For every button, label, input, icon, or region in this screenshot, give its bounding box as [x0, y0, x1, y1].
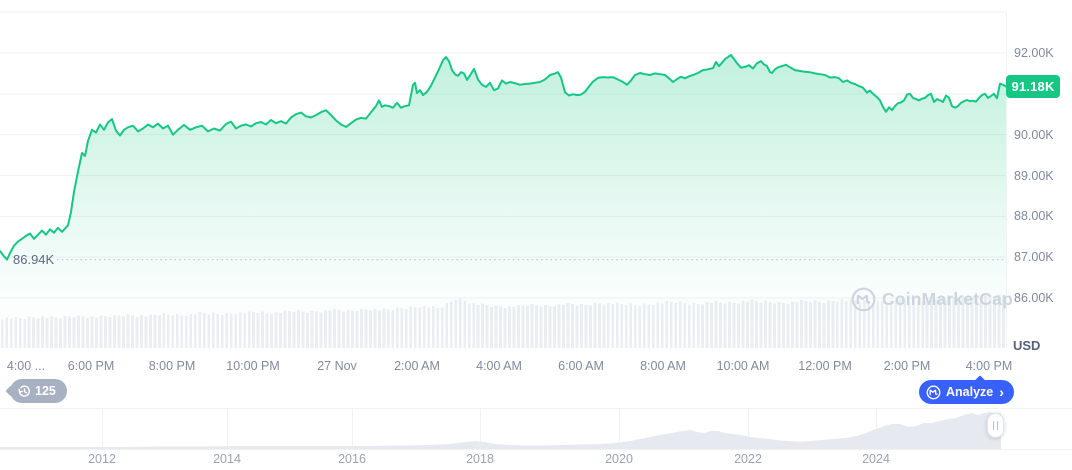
- timeline-panel[interactable]: [0, 408, 1072, 450]
- x-axis-label: 10:00 PM: [226, 359, 280, 373]
- x-axis-label: 4:00 PM: [965, 359, 1013, 373]
- current-price-badge: 91.18K: [1006, 75, 1060, 98]
- timeline-year-label: 2024: [862, 452, 890, 466]
- timeline-year-label: 2014: [213, 452, 241, 466]
- price-area-fill: [0, 55, 1006, 341]
- currency-unit-label: USD: [1013, 338, 1041, 353]
- y-axis-label: 90.00K: [1014, 127, 1054, 142]
- chevron-right-icon: ›: [999, 384, 1004, 400]
- history-clock-icon: [18, 385, 31, 398]
- analyze-label: Analyze: [946, 385, 994, 399]
- x-axis-label: 4:00 ...: [6, 359, 46, 373]
- x-axis-label: 6:00 AM: [558, 359, 604, 373]
- timeline-year-label: 2012: [88, 452, 116, 466]
- timeline-year-label: 2018: [466, 452, 494, 466]
- y-axis-label: 89.00K: [1014, 168, 1054, 183]
- history-badge[interactable]: 125: [10, 379, 67, 403]
- x-axis-label: 27 Nov: [317, 359, 357, 373]
- low-price-label: 86.94K: [13, 252, 55, 267]
- x-axis-label: 6:00 PM: [67, 359, 115, 373]
- x-axis-label: 2:00 AM: [394, 359, 440, 373]
- analyze-logo-icon: [926, 385, 941, 400]
- current-price-value: 91.18K: [1011, 79, 1055, 94]
- x-axis-label: 2:00 PM: [883, 359, 931, 373]
- timeline-scrubber-handle[interactable]: [987, 413, 1004, 438]
- x-axis-label: 10:00 AM: [716, 359, 770, 373]
- x-axis-label: 12:00 PM: [798, 359, 852, 373]
- timeline-year-label: 2022: [734, 452, 762, 466]
- history-count: 125: [35, 384, 56, 398]
- y-axis-label: 86.00K: [1014, 291, 1054, 305]
- timeline-mini-chart[interactable]: [0, 412, 1001, 449]
- timeline-year-label: 2016: [338, 452, 366, 466]
- y-axis-label: 87.00K: [1014, 250, 1054, 265]
- x-axis-label: 8:00 AM: [640, 359, 686, 373]
- analyze-button[interactable]: Analyze ›: [919, 380, 1014, 404]
- y-axis-label: 92.00K: [1014, 46, 1054, 60]
- y-axis-label: 88.00K: [1014, 209, 1054, 224]
- x-axis-label: 4:00 AM: [476, 359, 522, 373]
- timeline-year-label: 2020: [605, 452, 633, 466]
- price-line: [0, 54, 1007, 261]
- x-axis-label: 8:00 PM: [148, 359, 196, 373]
